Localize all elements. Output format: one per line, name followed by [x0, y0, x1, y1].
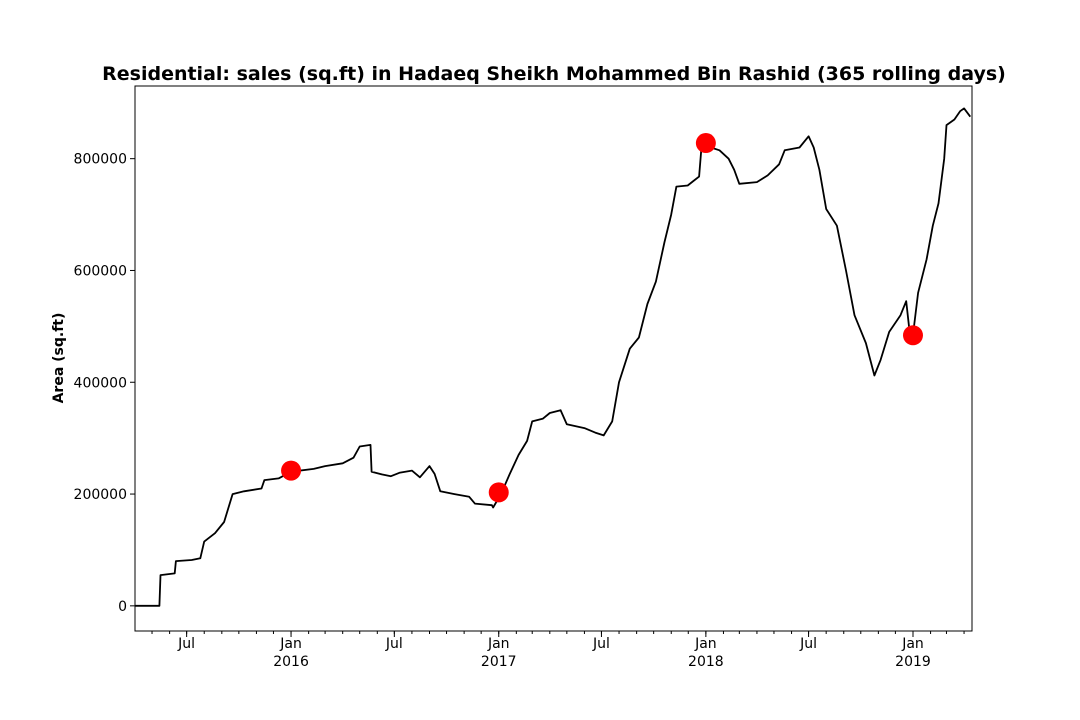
highlight-marker [488, 482, 509, 503]
x-tick-label: Jan [694, 636, 717, 652]
x-tick-label: Jul [177, 636, 195, 652]
x-tick-year-label: 2017 [481, 654, 517, 670]
x-tick-label: Jul [799, 636, 817, 652]
highlight-marker [281, 460, 302, 481]
highlight-marker [902, 325, 923, 346]
x-tick-year-label: 2019 [895, 654, 931, 670]
x-tick-label: Jan [279, 636, 302, 652]
highlight-markers [281, 133, 923, 503]
x-tick-label: Jul [385, 636, 403, 652]
series-line [135, 107, 972, 607]
y-tick-label: 400000 [74, 375, 127, 391]
x-tick-label: Jan [901, 636, 924, 652]
y-tick-label: 600000 [74, 263, 127, 279]
y-axis-label: Area (sq.ft) [51, 313, 67, 404]
chart-title: Residential: sales (sq.ft) in Hadaeq She… [102, 63, 1006, 85]
y-tick-label: 0 [118, 599, 127, 615]
highlight-marker [695, 133, 716, 154]
x-axis: Jul Jan 2016 Jul Jan 2017 Jul Jan 2018 Jul Jan 2019 [151, 631, 965, 670]
y-axis: 0 200000 400000 600000 800000 [74, 152, 135, 615]
y-tick-label: 800000 [74, 152, 127, 168]
y-tick-label: 200000 [74, 487, 127, 503]
x-tick-year-label: 2018 [688, 654, 724, 670]
x-tick-label: Jan [487, 636, 510, 652]
x-tick-year-label: 2016 [273, 654, 309, 670]
plot-frame [134, 85, 973, 632]
x-tick-label: Jul [592, 636, 610, 652]
